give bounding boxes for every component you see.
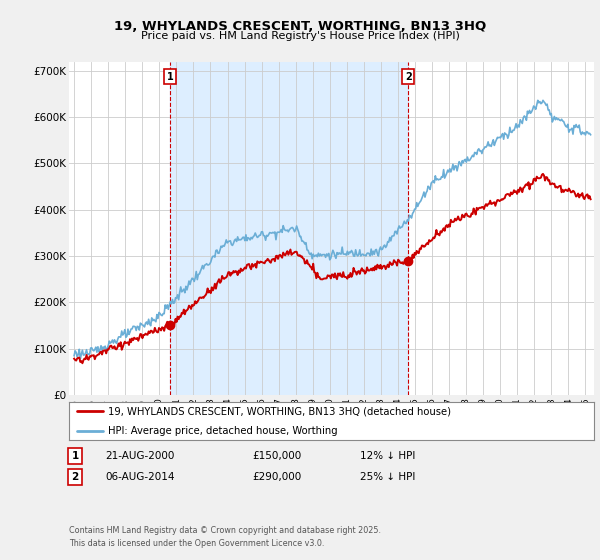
Text: £290,000: £290,000	[252, 472, 301, 482]
Text: 2: 2	[405, 72, 412, 82]
Text: 12% ↓ HPI: 12% ↓ HPI	[360, 451, 415, 461]
Text: 25% ↓ HPI: 25% ↓ HPI	[360, 472, 415, 482]
Text: Price paid vs. HM Land Registry's House Price Index (HPI): Price paid vs. HM Land Registry's House …	[140, 31, 460, 41]
Text: HPI: Average price, detached house, Worthing: HPI: Average price, detached house, Wort…	[109, 426, 338, 436]
Text: 06-AUG-2014: 06-AUG-2014	[105, 472, 175, 482]
Text: 21-AUG-2000: 21-AUG-2000	[105, 451, 175, 461]
Text: 19, WHYLANDS CRESCENT, WORTHING, BN13 3HQ: 19, WHYLANDS CRESCENT, WORTHING, BN13 3H…	[114, 20, 486, 32]
Text: 2: 2	[71, 472, 79, 482]
Text: Contains HM Land Registry data © Crown copyright and database right 2025.
This d: Contains HM Land Registry data © Crown c…	[69, 526, 381, 548]
Text: 1: 1	[71, 451, 79, 461]
Text: 1: 1	[167, 72, 173, 82]
Text: £150,000: £150,000	[252, 451, 301, 461]
Text: 19, WHYLANDS CRESCENT, WORTHING, BN13 3HQ (detached house): 19, WHYLANDS CRESCENT, WORTHING, BN13 3H…	[109, 406, 451, 416]
Bar	[170, 62, 408, 395]
